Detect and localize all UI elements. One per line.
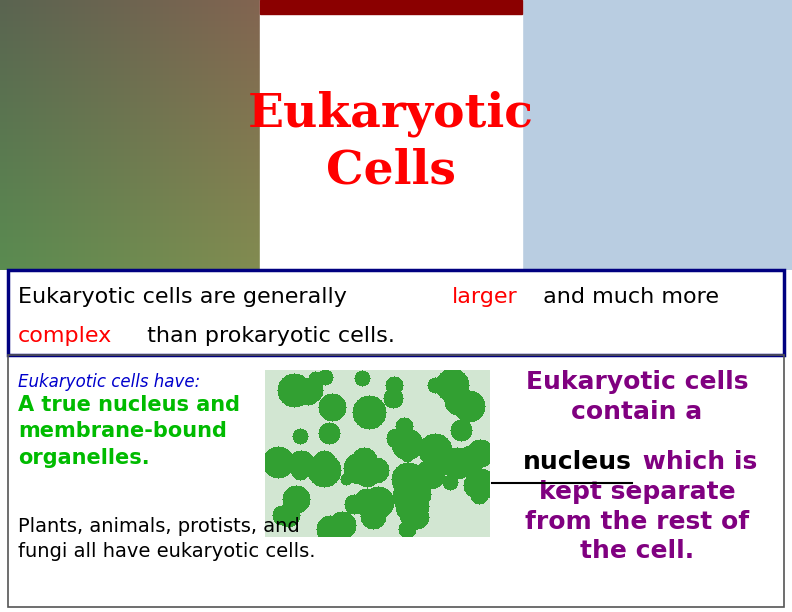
Text: Plants, animals, protists, and
fungi all have eukaryotic cells.: Plants, animals, protists, and fungi all…	[18, 517, 315, 561]
Text: Eukaryotic cells have:: Eukaryotic cells have:	[18, 373, 200, 391]
Text: than prokaryotic cells.: than prokaryotic cells.	[139, 326, 394, 346]
Bar	[260, 0, 522, 14]
Text: Eukaryotic cells are generally: Eukaryotic cells are generally	[18, 287, 354, 307]
Text: larger: larger	[451, 287, 517, 307]
Text: nucleus: nucleus	[524, 450, 632, 474]
Text: A true nucleus and
membrane-bound
organelles.: A true nucleus and membrane-bound organe…	[18, 395, 240, 468]
Bar	[8, 355, 784, 607]
Bar	[260, 0, 522, 270]
Text: which is: which is	[634, 450, 757, 474]
Text: Eukaryotic
Cells: Eukaryotic Cells	[248, 91, 534, 193]
Text: and much more: and much more	[536, 287, 719, 307]
Bar	[8, 270, 784, 355]
Text: Eukaryotic cells
contain a: Eukaryotic cells contain a	[526, 370, 748, 424]
Text: complex: complex	[18, 326, 112, 346]
Text: kept separate
from the rest of
the cell.: kept separate from the rest of the cell.	[525, 480, 749, 564]
